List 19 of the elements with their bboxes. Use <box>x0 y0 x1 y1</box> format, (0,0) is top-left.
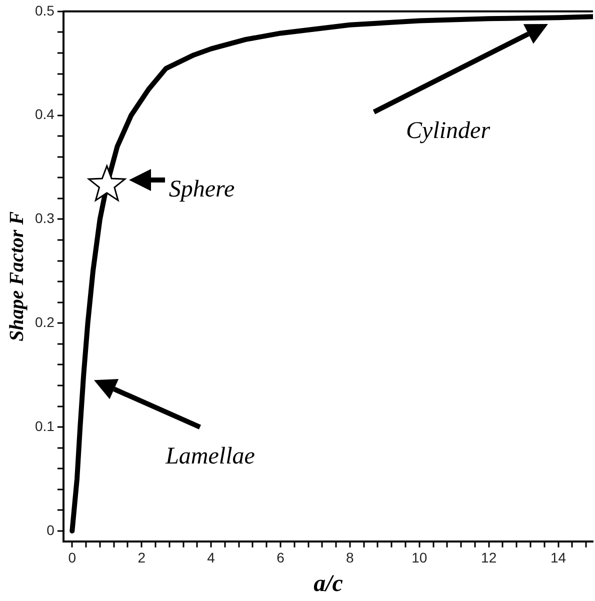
x-tick-label: 10 <box>412 550 428 566</box>
x-tick-label: 12 <box>481 550 497 566</box>
y-tick-label: 0 <box>46 522 55 538</box>
y-tick-label: 0.5 <box>34 2 55 18</box>
y-axis-title: Shape Factor F <box>6 210 28 342</box>
annotation: Lamellae <box>164 443 256 470</box>
x-axis-title: a/c <box>314 570 344 597</box>
annotation: Sphere <box>168 176 235 202</box>
y-tick-label: 0.3 <box>34 210 55 226</box>
y-tick-label: 0.2 <box>34 314 55 330</box>
x-tick-label: 8 <box>346 550 354 566</box>
y-tick-label: 0.4 <box>34 106 55 122</box>
x-tick-label: 6 <box>276 550 285 566</box>
x-tick-label: 2 <box>138 550 146 566</box>
annotation: Cylinder <box>406 118 491 144</box>
y-tick-label: 0.1 <box>34 418 55 434</box>
x-tick-label: 0 <box>68 550 76 566</box>
x-tick-label: 4 <box>207 550 216 566</box>
x-tick-label: 14 <box>550 550 566 566</box>
